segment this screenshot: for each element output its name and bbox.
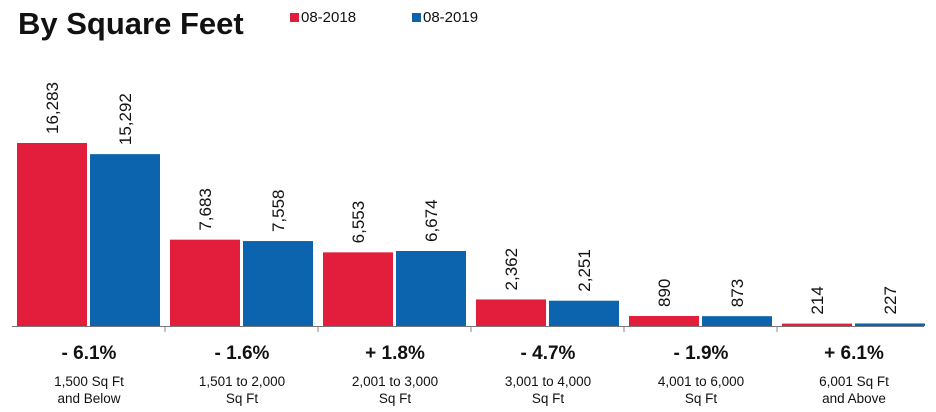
bar	[629, 315, 699, 326]
legend-swatch	[412, 13, 421, 22]
change-label: - 1.9%	[674, 343, 729, 364]
change-label: - 6.1%	[62, 343, 117, 364]
value-label: 873	[728, 279, 747, 307]
bar	[782, 323, 852, 326]
change-label: - 1.6%	[215, 343, 270, 364]
x-tick-label: 3,001 to 4,000	[505, 374, 591, 389]
legend-label: 08-2018	[301, 9, 356, 26]
value-label: 214	[808, 286, 827, 314]
value-label: 2,362	[502, 248, 521, 291]
bar	[17, 143, 87, 326]
bar	[243, 241, 313, 326]
bar	[702, 316, 772, 326]
bar	[90, 154, 160, 326]
legend-label: 08-2019	[423, 9, 478, 26]
bar	[396, 250, 466, 326]
bar	[476, 299, 546, 326]
bar	[323, 252, 393, 326]
x-tick-label: 4,001 to 6,000	[658, 374, 744, 389]
change-label: - 4.7%	[521, 343, 576, 364]
legend-swatch	[290, 13, 299, 22]
x-tick-label: and Above	[822, 391, 886, 406]
x-tick-label: 1,500 Sq Ft	[54, 374, 124, 389]
value-label: 890	[655, 279, 674, 307]
x-tick-label: 1,501 to 2,000	[199, 374, 285, 389]
x-tick-label: Sq Ft	[226, 391, 259, 406]
bar	[549, 300, 619, 326]
x-tick-label: 2,001 to 3,000	[352, 374, 438, 389]
x-tick-label: Sq Ft	[379, 391, 412, 406]
value-label: 16,283	[43, 82, 62, 134]
change-label: + 6.1%	[824, 343, 884, 364]
bar	[170, 239, 240, 326]
change-label: + 1.8%	[365, 343, 425, 364]
x-tick-label: Sq Ft	[685, 391, 718, 406]
value-label: 7,683	[196, 188, 215, 231]
x-tick-label: and Below	[57, 391, 120, 406]
bar	[855, 323, 925, 326]
value-label: 2,251	[575, 249, 594, 292]
value-label: 227	[881, 286, 900, 314]
value-label: 6,553	[349, 201, 368, 244]
x-tick-label: Sq Ft	[532, 391, 565, 406]
value-label: 15,292	[116, 93, 135, 145]
value-label: 7,558	[269, 190, 288, 233]
value-label: 6,674	[422, 199, 441, 242]
chart-title: By Square Feet	[18, 6, 244, 41]
x-tick-label: 6,001 Sq Ft	[819, 374, 889, 389]
